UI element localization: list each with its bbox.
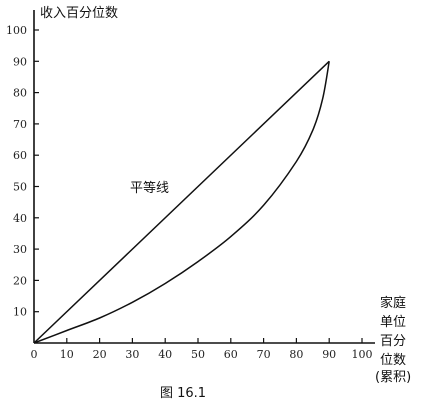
x-tick-label-50: 50: [191, 348, 205, 361]
annotation-equality-line: 平等线: [130, 180, 169, 196]
x-tick-label-80: 80: [289, 348, 303, 361]
x-tick-label-70: 70: [257, 348, 271, 361]
y-tick-label-60: 60: [13, 149, 27, 162]
axis-ticks: 0 10 20 30 40 50 60 70 80 90 100 10 20 30 40 50 60 70 80 90…: [6, 24, 373, 361]
x-tick-label-0: 0: [31, 348, 38, 361]
x-axis-label-line-3: 百分: [380, 334, 406, 349]
y-tick-label-20: 20: [13, 274, 27, 287]
y-tick-label-100: 100: [6, 24, 27, 37]
x-axis-label-line-4: 位数: [380, 353, 406, 368]
y-tick-label-90: 90: [13, 55, 27, 68]
x-tick-label-40: 40: [158, 348, 172, 361]
x-tick-label-60: 60: [224, 348, 238, 361]
y-tick-label-80: 80: [13, 87, 27, 100]
y-tick-label-50: 50: [13, 181, 27, 194]
x-tick-label-10: 10: [60, 348, 74, 361]
x-tick-label-100: 100: [352, 348, 373, 361]
x-axis-label-line-1: 家庭: [380, 295, 406, 311]
x-tick-label-20: 20: [93, 348, 107, 361]
figure-caption: 图 16.1: [160, 386, 206, 401]
text-layer: 收入百分位数 家庭 单位 百分 位数 (累积) 平等线 图 16.1: [40, 6, 411, 401]
y-tick-label-40: 40: [13, 212, 27, 225]
y-axis-label: 收入百分位数: [40, 6, 118, 21]
y-tick-label-30: 30: [13, 243, 27, 256]
series-layer: [33, 60, 330, 344]
x-tick-label-30: 30: [125, 348, 139, 361]
axes: [33, 10, 375, 344]
x-tick-label-90: 90: [322, 348, 336, 361]
x-axis-label-line-2: 单位: [380, 315, 406, 330]
x-axis-label-line-5: (累积): [375, 370, 411, 385]
lorenz-curve: [33, 61, 330, 344]
equality-line: [33, 60, 330, 344]
y-tick-label-70: 70: [13, 118, 27, 131]
y-tick-label-10: 10: [13, 306, 27, 319]
